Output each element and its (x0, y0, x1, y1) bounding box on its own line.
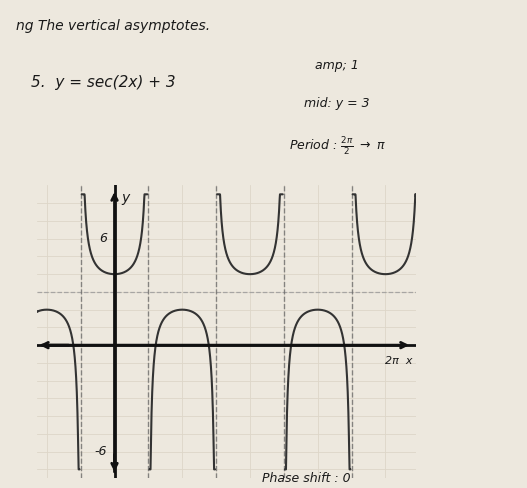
Text: mid: y = 3: mid: y = 3 (305, 97, 370, 110)
Text: Phase shift : 0: Phase shift : 0 (262, 472, 351, 485)
Text: ng The vertical asymptotes.: ng The vertical asymptotes. (16, 20, 210, 33)
Text: -6: -6 (94, 445, 107, 458)
Text: 5.  y = sec(2x) + 3: 5. y = sec(2x) + 3 (31, 75, 176, 90)
Text: 2π  x: 2π x (385, 356, 412, 366)
Text: Period : $\frac{2\pi}{2}$ $\rightarrow$ $\pi$: Period : $\frac{2\pi}{2}$ $\rightarrow$ … (289, 135, 386, 157)
Text: amp; 1: amp; 1 (315, 59, 358, 72)
Text: 6: 6 (99, 232, 107, 245)
Text: y: y (121, 191, 129, 205)
